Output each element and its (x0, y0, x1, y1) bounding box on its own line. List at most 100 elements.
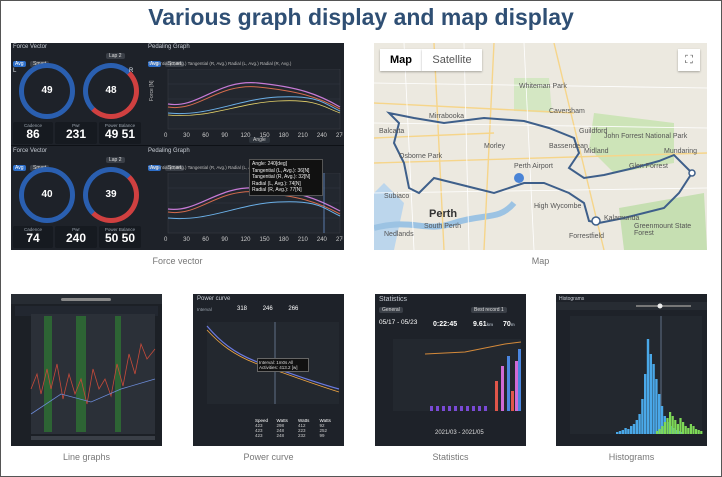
graph-smart-toggle[interactable]: Smart (164, 61, 185, 67)
statistics-screenshot[interactable]: Statistics General Best record 1 05/17 -… (375, 294, 526, 446)
interval-label: Interval (197, 307, 212, 312)
lap-select[interactable]: Lap 2 (106, 53, 125, 59)
fullscreen-icon[interactable]: ⛶ (678, 49, 700, 71)
histogram-bar (674, 420, 677, 434)
table-row: Speed Watts Watts Watts (255, 418, 341, 423)
histogram-bar (684, 426, 687, 434)
map-place-label: Forrestfield (569, 233, 605, 240)
force-vector-screenshot[interactable]: Force Vector Avg Smart Lap 2 49 48 L R C… (11, 43, 344, 250)
histogram-bar (632, 424, 636, 434)
map-place-label: Mundaring (664, 148, 698, 155)
table-cell: 99 (319, 433, 325, 438)
map-place-label: Glen Forrest (629, 163, 668, 170)
x-tick-label: 90 (221, 133, 228, 139)
pedaling-graph: Force [N] 0 30 60 90 120 150 180 210 240 270 (149, 69, 343, 139)
left-force-gauge: 49 (19, 63, 75, 119)
table-cell: 298 (276, 423, 285, 428)
best-record-select[interactable]: Best record 1 (471, 307, 507, 313)
map-place-label: Balcatta (379, 128, 405, 135)
x-tick-label: 0 (164, 237, 168, 243)
histogram-bar (660, 406, 664, 434)
tab-satellite[interactable]: Satellite (422, 49, 482, 71)
table-cell: 423 (255, 423, 263, 428)
avg-toggle[interactable]: Avg (13, 165, 26, 171)
x-tick-label: 210 (298, 237, 309, 243)
histogram-bar (680, 432, 683, 434)
histogram-chart (556, 302, 707, 434)
date-range: 05/17 - 05/23 (379, 319, 418, 326)
table-cell: Speed (255, 418, 269, 423)
histogram-bar (669, 412, 672, 434)
map-place-label: Morley (484, 143, 506, 150)
table-row: 423 248 232 99 (255, 433, 341, 438)
map-place-label: South Perth (424, 223, 461, 230)
panel-title: Power curve (197, 296, 231, 302)
histogram-bar (687, 428, 690, 434)
moving-time: 0:22:45 (433, 321, 458, 328)
x-tick-label: 30 (183, 133, 190, 139)
histogram-bar (635, 420, 638, 434)
graph-avg-toggle[interactable]: Avg (148, 61, 161, 67)
histogram-bar (616, 432, 619, 434)
gauge-r-label: R (129, 68, 134, 74)
gauge-l-label: L (13, 68, 17, 74)
histogram-bar (649, 354, 652, 434)
table-cell: 248 (276, 428, 285, 433)
avg-toggle[interactable]: Avg (13, 61, 26, 67)
power-curve-screenshot[interactable]: Power curve Interval 318 246 266 Interva… (193, 294, 344, 446)
panel-title: Force Vector (13, 148, 48, 154)
power-curve-tooltip: Interval: 1m0s All Activities: 413.2 [w] (257, 358, 309, 372)
x-tick-label: 120 (240, 133, 251, 139)
map-place-label: Nedlands (384, 231, 414, 238)
histogram-bar (646, 339, 650, 434)
map-place-label: Midland (584, 148, 609, 155)
stat-bar (478, 406, 481, 411)
panel-title: Statistics (379, 296, 408, 303)
panel-title: Histograms (559, 296, 585, 302)
map-place-label: Mirrabooka (429, 113, 465, 120)
table-cell: 248 (276, 433, 285, 438)
histogram-bar (656, 431, 659, 434)
map-place-label: Greenmount State Forest (634, 223, 692, 237)
table-cell: 423 (255, 433, 263, 438)
table-row: 423 298 412 92 (255, 423, 341, 428)
map-place-label: Osborne Park (399, 153, 443, 160)
x-tick-label: 30 (183, 237, 190, 243)
lap-select[interactable]: Lap 2 (106, 157, 125, 163)
period-label: 2021/03 - 2021/05 (435, 430, 484, 436)
histogram-bar (627, 429, 630, 434)
stat-bar (466, 406, 469, 411)
histogram-bar (644, 374, 647, 434)
stat-bar (515, 361, 518, 411)
table-cell: 232 (298, 433, 306, 438)
line-graphs-screenshot[interactable] (11, 294, 162, 446)
stat-bar (460, 406, 463, 411)
histogram-bar (663, 422, 666, 434)
graph-avg-toggle[interactable]: Avg (148, 165, 161, 171)
map-place-label: Kalamunda (604, 215, 640, 222)
caption-histograms: Histograms (608, 452, 655, 462)
caption-map: Map (531, 256, 550, 266)
force-vector-top: Force Vector Avg Smart Lap 2 49 48 L R C… (11, 43, 344, 146)
graph-smart-toggle[interactable]: Smart (164, 165, 185, 171)
table-cell: Watts (319, 418, 331, 423)
histogram-bar (655, 379, 658, 434)
tab-map[interactable]: Map (380, 49, 422, 71)
histogram-bar (692, 426, 695, 434)
histogram-bar (618, 431, 622, 434)
graph-legend: Tangential (L, Avg.) Tangential (R, Avg.… (148, 61, 292, 66)
histograms-screenshot[interactable]: Histograms (556, 294, 707, 446)
histogram-bar (689, 424, 692, 434)
map-place-label: Whiteman Park (519, 83, 567, 90)
map-canvas[interactable] (374, 43, 707, 250)
histogram-bar (658, 429, 661, 434)
stat-bar (442, 406, 445, 411)
left-force-gauge: 40 (19, 167, 75, 223)
map-place-label: Perth Airport (514, 163, 553, 170)
stats-tab-general[interactable]: General (379, 307, 403, 313)
distance: 9.61km (473, 321, 494, 328)
map-screenshot[interactable]: Map Satellite ⛶ Whiteman Park Mirrabooka C… (374, 43, 707, 250)
power-metric: Pwr 240 (55, 226, 97, 248)
power-balance-metric: Power Balance 49 51 (99, 122, 141, 144)
histogram-bar (630, 426, 633, 434)
